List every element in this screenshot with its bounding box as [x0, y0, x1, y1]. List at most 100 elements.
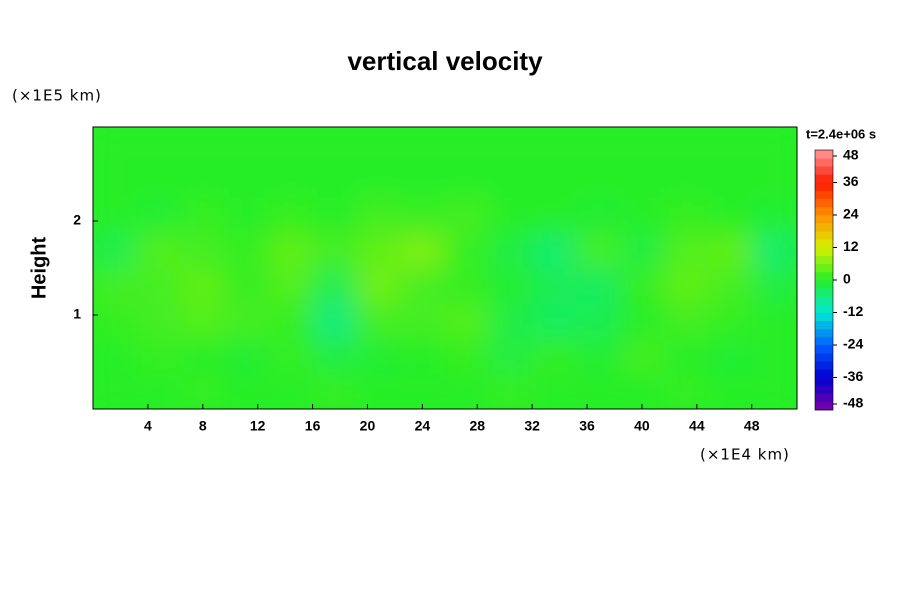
field-cell: [444, 232, 490, 269]
field-cell: [268, 232, 314, 269]
field-cell: [356, 197, 402, 234]
colorbar-tick-label: -24: [843, 336, 863, 352]
field-cell: [620, 302, 666, 339]
field-cell: [576, 232, 622, 269]
time-label: t=2.4e+06 s: [806, 126, 876, 141]
field-cell: [444, 127, 490, 163]
x-tick-label: 32: [524, 418, 540, 434]
x-tick-label: 16: [305, 418, 321, 434]
field-cell: [136, 302, 182, 339]
colorbar-stripe: [815, 198, 833, 208]
field-cell: [752, 197, 797, 234]
colorbar-stripe: [815, 263, 833, 273]
colorbar-tick-label: 36: [843, 173, 859, 189]
colorbar-stripe: [815, 328, 833, 338]
field-cell: [400, 302, 446, 339]
field-cell: [312, 127, 358, 163]
field-cell: [93, 161, 138, 198]
colorbar-tick-label: -36: [843, 368, 863, 384]
field-cell: [620, 161, 666, 198]
y-tick-label: 2: [73, 212, 81, 228]
field-cell: [356, 267, 402, 304]
field-cell: [576, 373, 622, 409]
field-cell: [752, 161, 797, 198]
field-cell: [708, 197, 754, 234]
field-cell: [664, 197, 710, 234]
field-cell: [268, 302, 314, 339]
x-tick-label: 36: [579, 418, 595, 434]
field: [93, 127, 797, 409]
field-cell: [400, 127, 446, 163]
field-cell: [664, 267, 710, 304]
colorbar-stripe: [815, 223, 833, 232]
field-cell: [356, 338, 402, 375]
field-cell: [268, 338, 314, 375]
field-cell: [488, 267, 534, 304]
x-tick-label: 40: [634, 418, 650, 434]
field-cell: [136, 373, 182, 409]
field-cell: [444, 373, 490, 409]
field-cell: [312, 197, 358, 234]
field-cell: [488, 232, 534, 269]
field-cell: [180, 232, 226, 269]
colorbar-stripe: [815, 312, 833, 321]
colorbar-stripe: [815, 255, 833, 265]
field-cell: [224, 267, 270, 304]
x-tick-label: 12: [250, 418, 266, 434]
field-cell: [180, 161, 226, 198]
field-cell: [576, 338, 622, 375]
field-cell: [312, 373, 358, 409]
field-cell: [752, 302, 797, 339]
colorbar-stripe: [815, 182, 833, 191]
field-cell: [400, 197, 446, 234]
colorbar-tick-label: 12: [843, 238, 859, 254]
colorbar-tick-label: 24: [843, 206, 859, 222]
field-cell: [400, 161, 446, 198]
x-tick-label: 4: [144, 418, 152, 434]
field-cell: [93, 302, 138, 339]
colorbar-stripe: [815, 336, 833, 346]
y-axis-label: Height: [28, 237, 50, 300]
colorbar-stripe: [815, 369, 833, 378]
field-cell: [708, 127, 754, 163]
colorbar-stripe: [815, 361, 833, 370]
x-tick-label: 20: [360, 418, 376, 434]
field-cell: [752, 267, 797, 304]
field-cell: [180, 267, 226, 304]
field-cell: [444, 267, 490, 304]
field-cell: [356, 127, 402, 163]
chart-title: vertical velocity: [347, 46, 543, 76]
colorbar-tick-label: 0: [843, 271, 851, 287]
field-cell: [400, 338, 446, 375]
field-cell: [312, 338, 358, 375]
colorbar-stripe: [815, 320, 833, 330]
colorbar-stripe: [815, 231, 833, 240]
field-cell: [224, 232, 270, 269]
colorbar-stripe: [815, 206, 833, 216]
field-cell: [356, 373, 402, 409]
x-tick-label: 48: [744, 418, 760, 434]
field-cell: [312, 161, 358, 198]
field-cell: [664, 161, 710, 198]
colorbar-stripe: [815, 239, 833, 248]
field-cell: [180, 302, 226, 339]
colorbar-stripe: [815, 158, 833, 167]
colorbar-stripe: [815, 393, 833, 403]
field-cell: [664, 127, 710, 163]
field-cell: [576, 267, 622, 304]
field-cell: [664, 338, 710, 375]
field-cell: [488, 338, 534, 375]
field-cell: [576, 197, 622, 234]
field-cell: [180, 127, 226, 163]
field-cell: [488, 127, 534, 163]
field-cell: [444, 338, 490, 375]
field-cell: [708, 338, 754, 375]
field-cell: [356, 302, 402, 339]
field-cell: [708, 267, 754, 304]
field-cell: [180, 197, 226, 234]
field-cell: [532, 373, 578, 409]
field-cell: [708, 373, 754, 409]
field-cell: [312, 302, 358, 339]
field-cell: [180, 338, 226, 375]
field-cell: [752, 373, 797, 409]
